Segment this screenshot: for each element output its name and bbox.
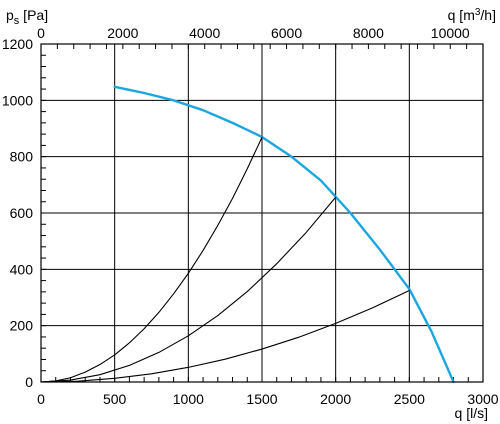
x2-tick-label: 10000	[431, 25, 470, 41]
y-tick-label: 1000	[2, 92, 33, 108]
x-tick-label: 2500	[394, 391, 425, 407]
y-tick-label: 200	[10, 318, 34, 334]
x-axis-label: q [l/s]	[455, 405, 488, 421]
y-axis-label: ps [Pa]	[6, 7, 48, 27]
x2-tick-label: 6000	[271, 25, 302, 41]
y-tick-label: 400	[10, 261, 34, 277]
x-tick-label: 1500	[246, 391, 277, 407]
x-tick-label: 500	[103, 391, 127, 407]
grid-lines	[40, 43, 484, 383]
series-layer	[40, 85, 455, 384]
x2-tick-label: 2000	[107, 25, 138, 41]
x-tick-label: 0	[37, 391, 45, 407]
system-curve-line	[40, 289, 410, 383]
system-curve-line	[40, 196, 337, 383]
system-curve-line	[40, 136, 263, 383]
top-axis-label: q [m3/h]	[448, 7, 496, 23]
fan-curve-line	[113, 85, 455, 384]
plot-frame	[40, 43, 484, 383]
x2-tick-label: 4000	[189, 25, 220, 41]
x2-tick-label: 0	[37, 25, 45, 41]
y-tick-label: 800	[10, 149, 34, 165]
x-tick-label: 3000	[467, 391, 498, 407]
y-tick-label: 1200	[2, 36, 33, 52]
x-tick-label: 1000	[173, 391, 204, 407]
minor-ticks	[41, 44, 469, 382]
y-tick-label: 600	[10, 205, 34, 221]
x-tick-label: 2000	[320, 391, 351, 407]
x2-tick-label: 8000	[353, 25, 384, 41]
tick-labels: 0 500 1000 1500 2000 2500 3000 0 200 400 600 800 100…	[2, 25, 499, 407]
y-tick-label: 0	[25, 374, 33, 390]
